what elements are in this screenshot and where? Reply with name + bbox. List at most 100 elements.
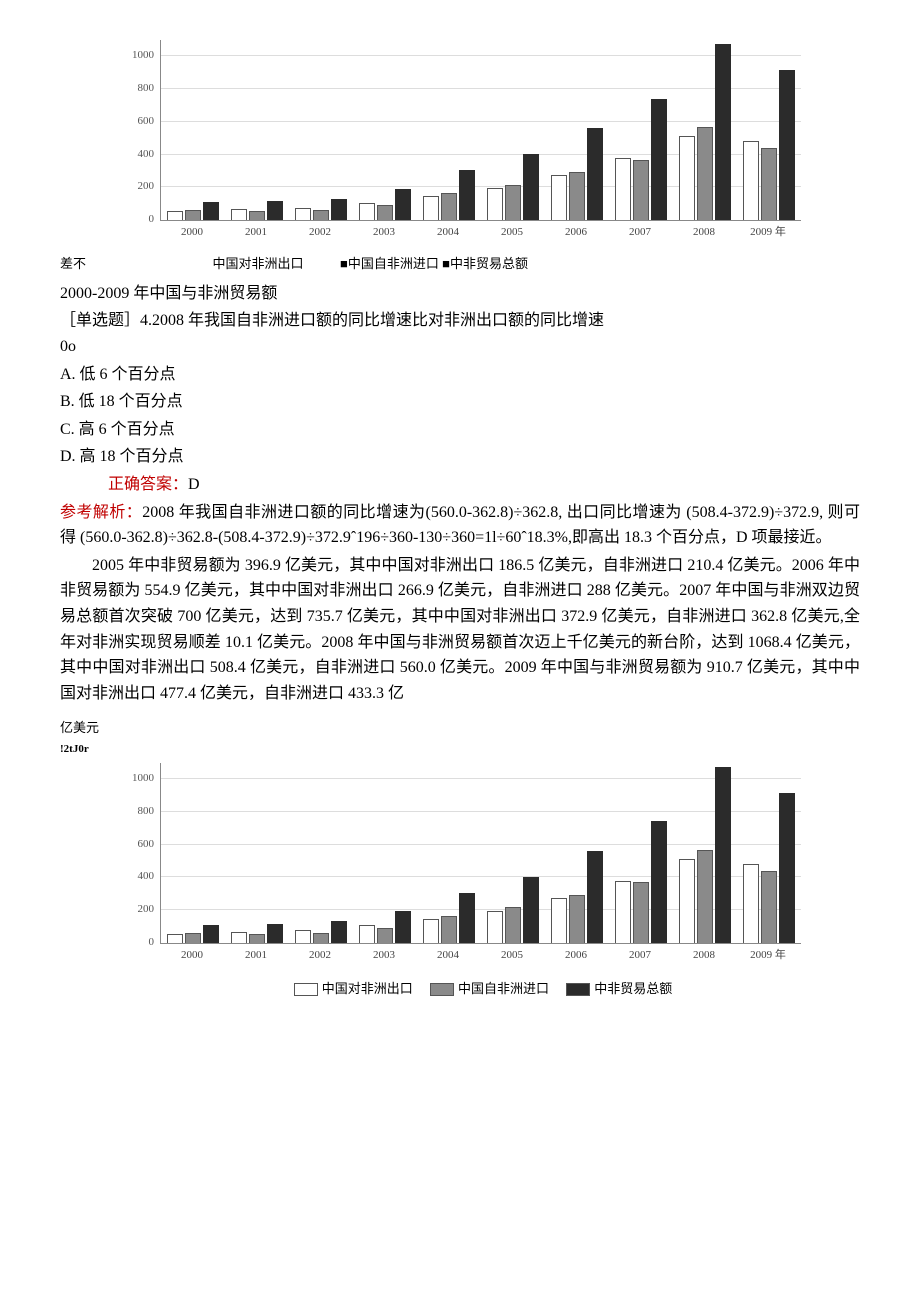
y-tick: 800 — [138, 803, 155, 821]
bar-group — [485, 877, 541, 943]
bar — [459, 893, 475, 943]
legend-import-label: ■中国自非洲进口 — [340, 256, 439, 271]
bar-group — [549, 128, 605, 220]
swatch-import — [430, 983, 454, 996]
bar — [505, 907, 521, 942]
y-tick: 200 — [138, 901, 155, 919]
y-tick: 1000 — [132, 770, 154, 788]
bar — [651, 821, 667, 942]
bar-group — [421, 893, 477, 943]
bar-group — [677, 767, 733, 943]
bar — [331, 199, 347, 220]
bar — [569, 172, 585, 220]
x-label: 2005 — [484, 947, 540, 965]
bar-group — [613, 99, 669, 220]
x-label: 2002 — [292, 224, 348, 242]
x-label: 2009 年 — [740, 224, 796, 242]
x-label: 2000 — [164, 224, 220, 242]
bar — [441, 916, 457, 943]
bar — [295, 208, 311, 220]
x-label: 2004 — [420, 947, 476, 965]
bar — [231, 932, 247, 943]
answer-value: D — [188, 476, 200, 493]
bar — [697, 127, 713, 220]
x-label: 2007 — [612, 947, 668, 965]
option-a[interactable]: A. 低 6 个百分点 — [60, 362, 860, 388]
option-d[interactable]: D. 高 18 个百分点 — [60, 444, 860, 470]
bar — [743, 141, 759, 220]
bar — [395, 911, 411, 942]
legend-total-text: 中非贸易总额 — [594, 979, 672, 1000]
bar — [249, 934, 265, 943]
chart-2: 0200400600800100020002001200220032004200… — [120, 763, 860, 973]
bar-group — [741, 793, 797, 943]
bar — [167, 211, 183, 220]
legend-prefix: 差不 — [60, 256, 86, 271]
bar — [231, 209, 247, 220]
bar — [313, 210, 329, 220]
bar — [715, 767, 731, 943]
x-label: 2000 — [164, 947, 220, 965]
bar-group — [293, 199, 349, 220]
option-c[interactable]: C. 高 6 个百分点 — [60, 417, 860, 443]
y-tick: 1000 — [132, 48, 154, 66]
bar-group — [485, 154, 541, 220]
bar — [587, 851, 603, 943]
bar-group — [229, 201, 285, 220]
bar-group — [549, 851, 605, 943]
bar-group — [229, 924, 285, 943]
bar — [633, 882, 649, 942]
bar — [331, 921, 347, 942]
bar — [615, 158, 631, 220]
bar — [523, 154, 539, 220]
bar — [295, 930, 311, 942]
bar — [679, 136, 695, 220]
y-tick: 0 — [149, 934, 155, 952]
swatch-export — [294, 983, 318, 996]
bar — [761, 148, 777, 220]
swatch-total — [566, 983, 590, 996]
bar — [395, 189, 411, 220]
bar — [167, 934, 183, 943]
x-label: 2006 — [548, 947, 604, 965]
question-text: ［单选题］4.2008 年我国自非洲进口额的同比增速比对非洲出口额的同比增速 0… — [60, 308, 860, 359]
question-line-1: ［单选题］4.2008 年我国自非洲进口额的同比增速比对非洲出口额的同比增速 — [60, 312, 604, 329]
legend-export-text: 中国对非洲出口 — [322, 979, 413, 1000]
bar — [423, 919, 439, 943]
bar — [487, 188, 503, 220]
x-label: 2001 — [228, 224, 284, 242]
legend-item-import: 中国自非洲进口 — [430, 979, 549, 1000]
y-tick: 0 — [149, 211, 155, 229]
bar — [715, 44, 731, 220]
bar — [267, 924, 283, 943]
x-label: 2005 — [484, 224, 540, 242]
legend-import-text: 中国自非洲进口 — [458, 979, 549, 1000]
bar — [203, 925, 219, 943]
analysis-body: 2008 年我国自非洲进口额的同比增速为(560.0-362.8)÷362.8,… — [60, 504, 860, 547]
analysis-label: 参考解析： — [60, 504, 142, 521]
x-label: 2006 — [548, 224, 604, 242]
x-label: 2008 — [676, 947, 732, 965]
bar-group — [165, 925, 221, 943]
bar — [587, 128, 603, 220]
analysis: 参考解析：2008 年我国自非洲进口额的同比增速为(560.0-362.8)÷3… — [60, 500, 860, 551]
legend-row-1: 差不 中国对非洲出口 ■中国自非洲进口 ■中非贸易总额 — [60, 254, 860, 275]
bar — [377, 205, 393, 220]
unit-label: 亿美元 — [60, 718, 860, 739]
y-tick: 400 — [138, 868, 155, 886]
bar — [523, 877, 539, 943]
x-label: 2001 — [228, 947, 284, 965]
legend-row-2: 中国对非洲出口 中国自非洲进口 中非贸易总额 — [120, 979, 860, 1003]
x-label: 2003 — [356, 224, 412, 242]
y-tick: 400 — [138, 146, 155, 164]
bar — [423, 196, 439, 220]
option-b[interactable]: B. 低 18 个百分点 — [60, 389, 860, 415]
bar — [779, 70, 795, 220]
bar-group — [741, 70, 797, 220]
bar — [743, 864, 759, 943]
bar — [551, 898, 567, 943]
bar-group — [293, 921, 349, 942]
x-label: 2004 — [420, 224, 476, 242]
bar — [377, 928, 393, 943]
bar — [185, 933, 201, 943]
